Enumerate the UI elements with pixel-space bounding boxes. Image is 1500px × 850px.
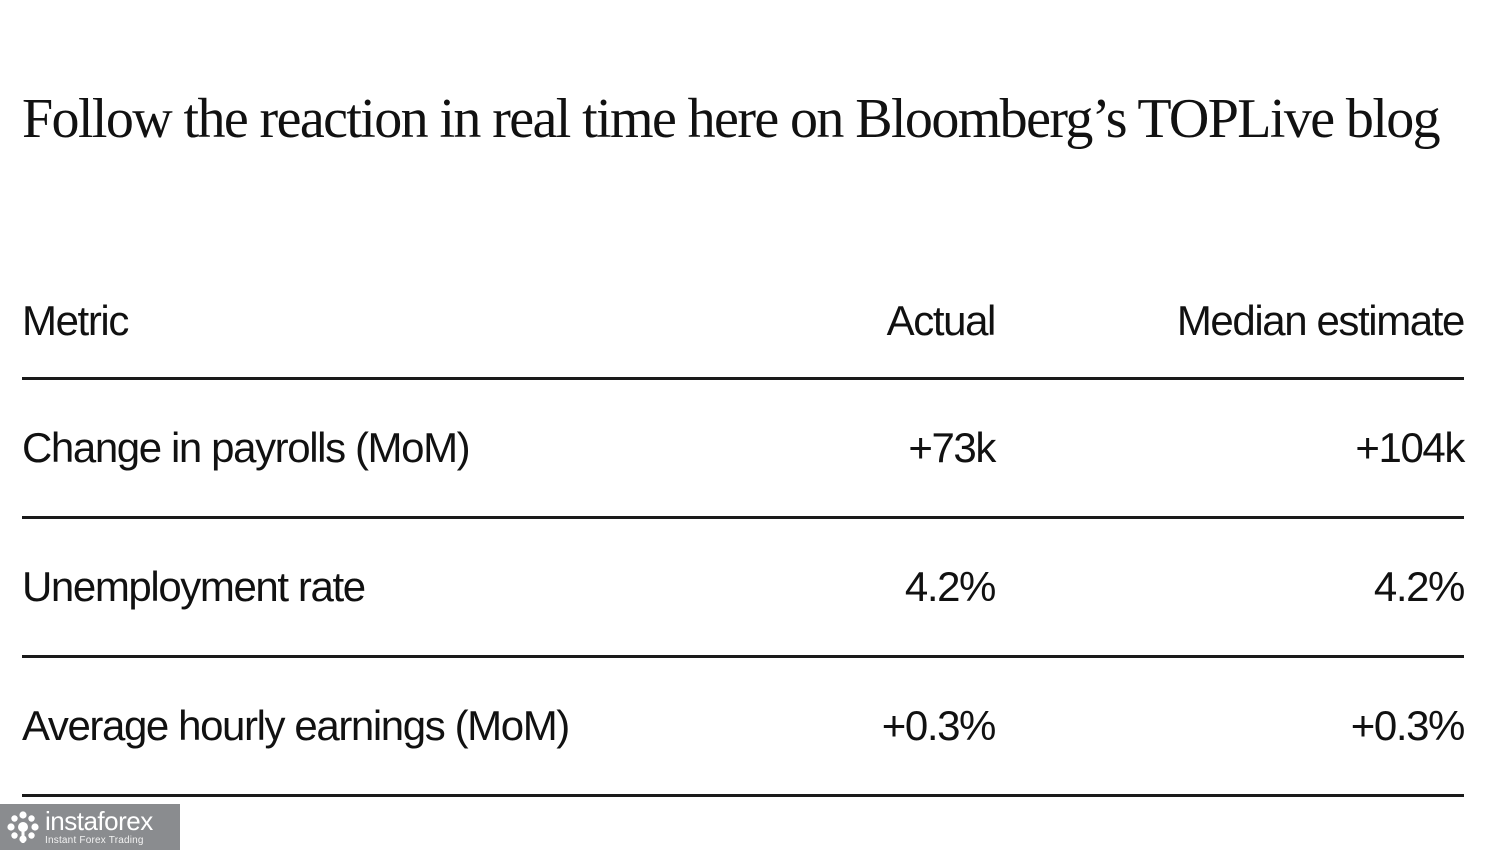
data-table: Metric Actual Median estimate Change in … — [22, 262, 1466, 797]
headline: Follow the reaction in real time here on… — [22, 88, 1441, 150]
column-header-metric: Metric — [22, 296, 129, 344]
column-header-actual: Actual — [886, 296, 997, 344]
column-header-median-estimate: Median estimate — [1176, 296, 1466, 344]
table-row: Average hourly earnings (MoM) +0.3% +0.3… — [22, 658, 1466, 797]
instaforex-logo-icon — [7, 811, 39, 843]
actual-cell: +73k — [908, 424, 996, 471]
watermark-tagline: Instant Forex Trading — [45, 835, 144, 846]
watermark-text: instaforex Instant Forex Trading — [45, 808, 153, 846]
median-estimate-cell: +0.3% — [1350, 702, 1466, 749]
table-row: Change in payrolls (MoM) +73k +104k — [22, 380, 1465, 519]
table-row: Unemployment rate 4.2% 4.2% — [22, 519, 1466, 658]
watermark-brand: instaforex — [45, 806, 153, 836]
metric-cell: Average hourly earnings (MoM) — [22, 702, 570, 749]
metric-cell: Change in payrolls (MoM) — [22, 424, 471, 471]
actual-cell: 4.2% — [904, 563, 997, 610]
median-estimate-cell: +104k — [1355, 424, 1465, 471]
metric-cell: Unemployment rate — [22, 563, 366, 610]
median-estimate-cell: 4.2% — [1373, 563, 1466, 610]
actual-cell: +0.3% — [881, 702, 997, 749]
table-header-row: Metric Actual Median estimate — [22, 262, 1466, 380]
instaforex-watermark: instaforex Instant Forex Trading — [0, 804, 180, 850]
